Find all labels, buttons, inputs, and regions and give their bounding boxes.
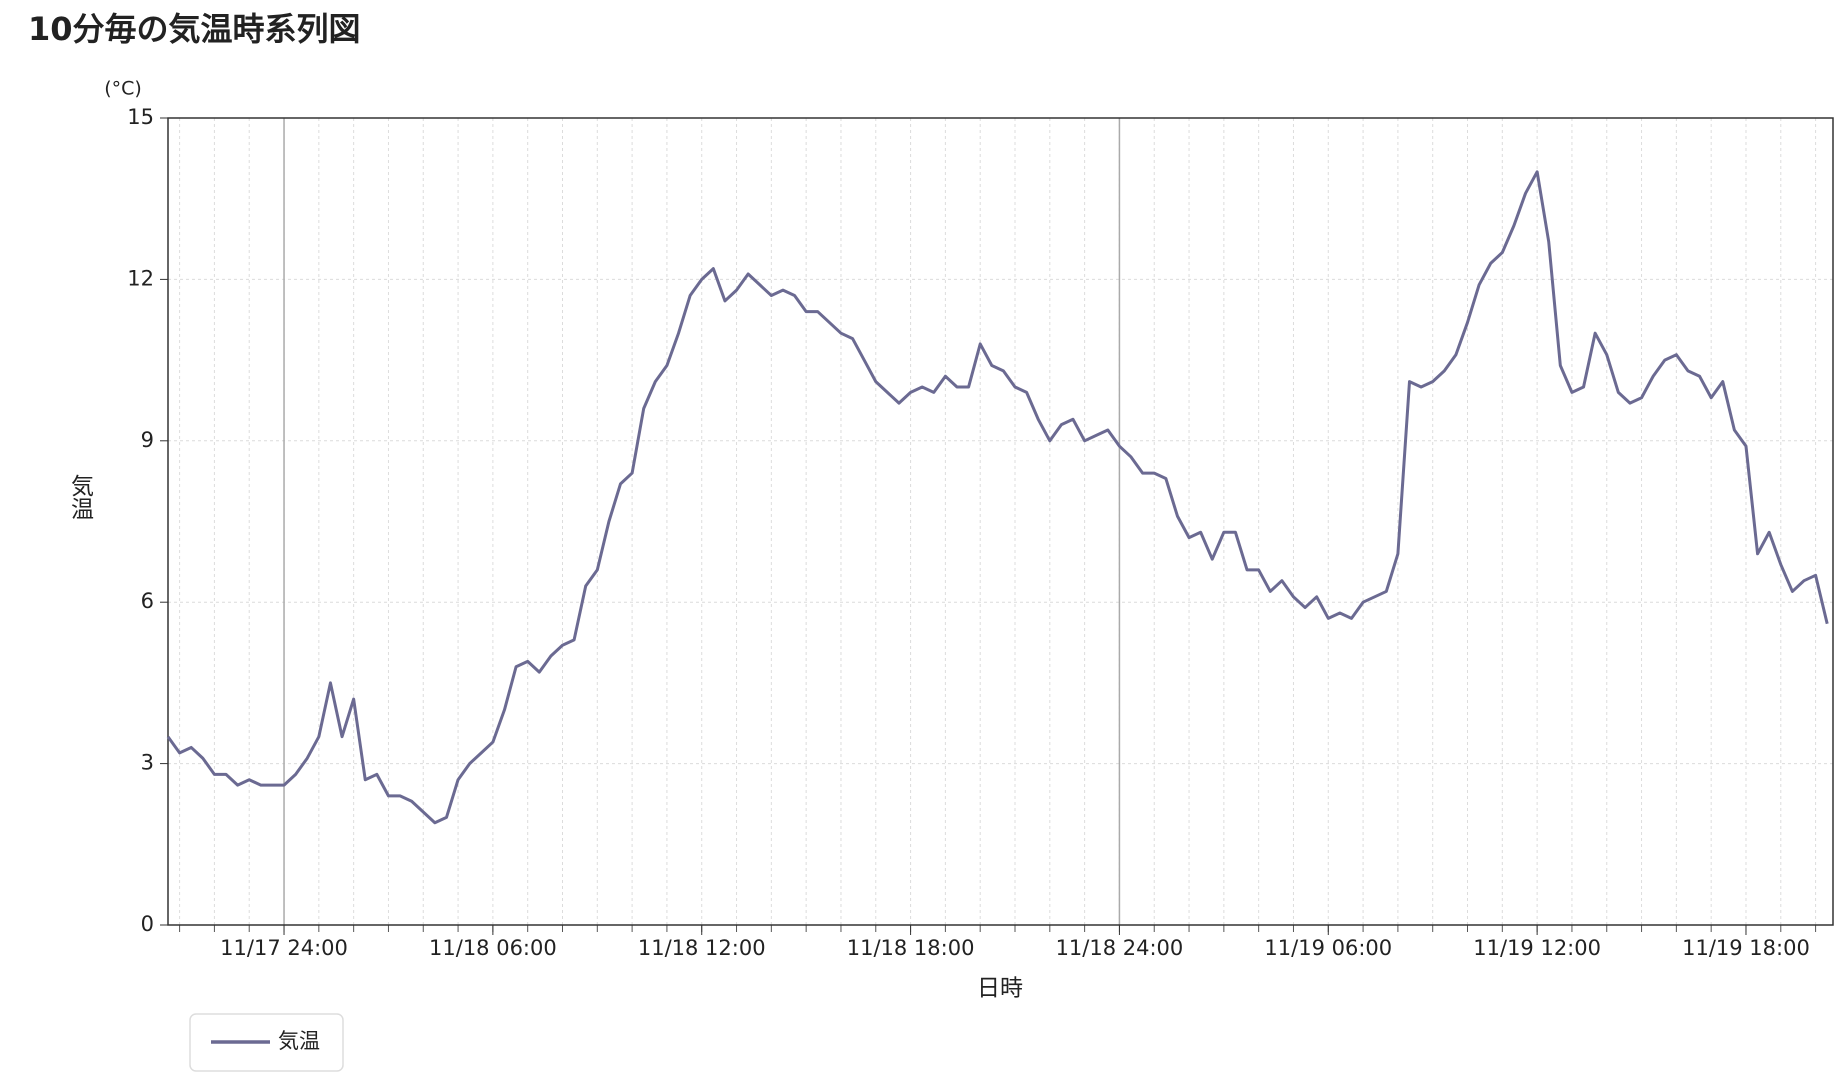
x-axis-title: 日時 (977, 976, 1023, 1002)
y-tick-label: 9 (141, 428, 154, 452)
x-tick-label: 11/19 18:00 (1682, 936, 1810, 960)
x-tick-label: 11/19 12:00 (1473, 936, 1601, 960)
x-tick-label: 11/19 06:00 (1264, 936, 1392, 960)
x-tick-label: 11/18 18:00 (847, 936, 975, 960)
y-tick-label: 6 (141, 589, 154, 613)
y-tick-label: 0 (141, 912, 154, 936)
plot-frame (167, 117, 1834, 926)
y-tick-label: 12 (127, 266, 154, 290)
legend-label: 気温 (278, 1029, 320, 1053)
y-unit: (°C) (104, 78, 142, 100)
y-axis-title: 気温 (67, 474, 95, 520)
x-tick-label: 11/18 12:00 (638, 936, 766, 960)
x-tick-label: 11/18 24:00 (1056, 936, 1184, 960)
x-tick-label: 11/17 24:00 (220, 936, 348, 960)
chart-title: 10分毎の気温時系列図 (28, 10, 361, 48)
y-tick-label: 15 (127, 105, 154, 129)
series-line (166, 170, 1829, 825)
x-tick-label: 11/18 06:00 (429, 936, 557, 960)
y-tick-label: 3 (141, 751, 154, 775)
